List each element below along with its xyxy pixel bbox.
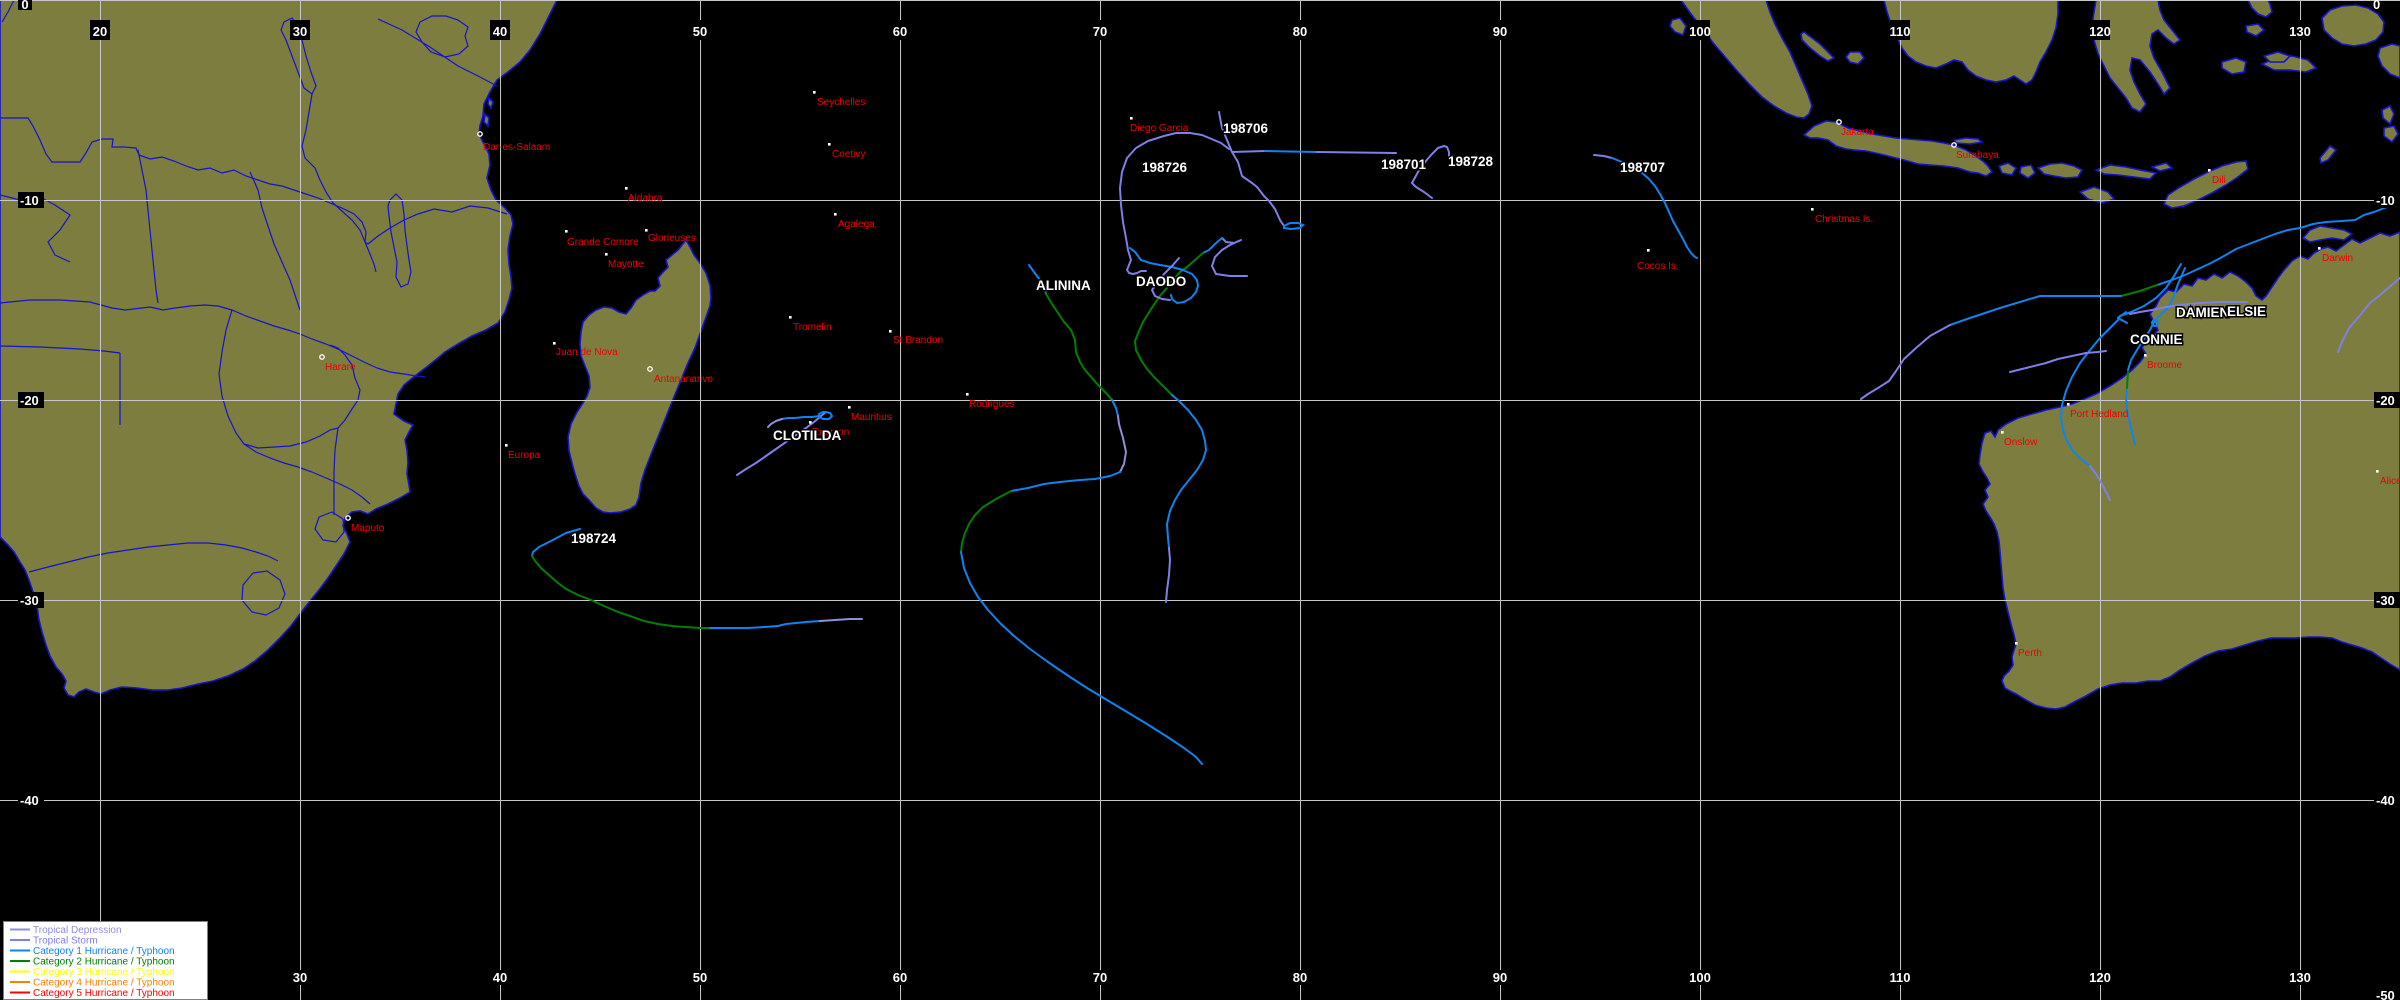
svg-text:Jakarta: Jakarta	[1841, 127, 1874, 138]
svg-text:198706: 198706	[1223, 121, 1269, 136]
svg-text:-50: -50	[2376, 988, 2395, 1000]
svg-text:198707: 198707	[1620, 160, 1665, 175]
svg-text:Rodrigues: Rodrigues	[969, 399, 1015, 410]
svg-text:Reunion: Reunion	[812, 427, 849, 438]
svg-text:20: 20	[93, 24, 107, 39]
svg-text:DAMIEN: DAMIEN	[2176, 305, 2229, 320]
svg-text:Antananarivo: Antananarivo	[654, 374, 713, 385]
svg-text:90: 90	[1493, 970, 1507, 985]
svg-text:Glorieuses: Glorieuses	[648, 233, 696, 244]
svg-text:Coetivy: Coetivy	[832, 149, 865, 160]
svg-text:198728: 198728	[1448, 154, 1494, 169]
svg-text:Category 4 Hurricane / Typhoon: Category 4 Hurricane / Typhoon	[33, 978, 175, 989]
svg-text:-20: -20	[2376, 393, 2395, 408]
svg-text:40: 40	[493, 970, 507, 985]
svg-text:60: 60	[893, 24, 907, 39]
svg-text:50: 50	[693, 970, 707, 985]
svg-text:90: 90	[1493, 24, 1507, 39]
svg-text:80: 80	[1293, 24, 1307, 39]
svg-text:St Brandon: St Brandon	[893, 335, 943, 346]
svg-text:DAODO: DAODO	[1136, 274, 1186, 289]
svg-text:120: 120	[2089, 24, 2111, 39]
svg-text:Diego Garcia: Diego Garcia	[1130, 123, 1189, 134]
svg-text:CONNIE: CONNIE	[2130, 332, 2183, 347]
svg-text:Agalega: Agalega	[838, 219, 875, 230]
svg-text:Cocos Is.: Cocos Is.	[1637, 261, 1679, 272]
svg-text:-30: -30	[20, 593, 39, 608]
svg-text:Harare: Harare	[325, 362, 356, 373]
svg-text:130: 130	[2289, 970, 2311, 985]
svg-text:Surabaya: Surabaya	[1956, 150, 1999, 161]
svg-text:Perth: Perth	[2018, 648, 2042, 659]
svg-text:Tropical Storm: Tropical Storm	[33, 936, 98, 947]
svg-text:Category 3 Hurricane / Typhoon: Category 3 Hurricane / Typhoon	[33, 967, 175, 978]
svg-text:Aldabra: Aldabra	[628, 193, 663, 204]
svg-text:ALININA: ALININA	[1036, 278, 1091, 293]
svg-text:CLOTILDA: CLOTILDA	[773, 428, 841, 443]
svg-text:Tromelin: Tromelin	[793, 322, 832, 333]
svg-text:-30: -30	[2376, 593, 2395, 608]
svg-text:-40: -40	[20, 793, 39, 808]
svg-text:30: 30	[293, 24, 307, 39]
svg-text:30: 30	[293, 970, 307, 985]
svg-text:Category 1 Hurricane / Typhoon: Category 1 Hurricane / Typhoon	[33, 946, 175, 957]
svg-text:100: 100	[1689, 24, 1711, 39]
svg-text:60: 60	[893, 970, 907, 985]
svg-text:198724: 198724	[571, 531, 617, 546]
svg-text:Dar-es-Salaam: Dar-es-Salaam	[483, 142, 550, 153]
svg-text:50: 50	[693, 24, 707, 39]
svg-text:100: 100	[1689, 970, 1711, 985]
svg-text:Onslow: Onslow	[2004, 437, 2038, 448]
svg-text:Mauritius: Mauritius	[851, 412, 892, 423]
svg-text:Category 2 Hurricane / Typhoon: Category 2 Hurricane / Typhoon	[33, 957, 175, 968]
svg-text:70: 70	[1093, 970, 1107, 985]
svg-text:-10: -10	[2376, 193, 2395, 208]
svg-text:ELSIE: ELSIE	[2227, 304, 2266, 319]
svg-text:70: 70	[1093, 24, 1107, 39]
svg-text:Europa: Europa	[508, 450, 541, 461]
svg-text:Port Hedland: Port Hedland	[2070, 409, 2128, 420]
svg-text:Seychelles: Seychelles	[817, 97, 865, 108]
svg-text:120: 120	[2089, 970, 2111, 985]
svg-text:Grande Comore: Grande Comore	[567, 237, 639, 248]
svg-text:0: 0	[2373, 0, 2380, 12]
svg-text:-40: -40	[2376, 793, 2395, 808]
svg-text:Mayotte: Mayotte	[608, 259, 644, 270]
svg-text:Category 5 Hurricane / Typhoon: Category 5 Hurricane / Typhoon	[33, 988, 175, 999]
svg-text:Christmas Is.: Christmas Is.	[1815, 214, 1873, 225]
svg-text:Alice Springs: Alice Springs	[2380, 476, 2400, 487]
svg-text:-10: -10	[20, 193, 39, 208]
svg-text:Tropical Depression: Tropical Depression	[33, 925, 122, 936]
svg-text:Juan de Nova: Juan de Nova	[556, 347, 618, 358]
svg-text:Maputo: Maputo	[351, 523, 385, 534]
svg-text:Broome: Broome	[2147, 360, 2182, 371]
svg-text:Darwin: Darwin	[2322, 253, 2353, 264]
svg-text:130: 130	[2289, 24, 2311, 39]
svg-text:-20: -20	[20, 393, 39, 408]
svg-text:Dili: Dili	[2212, 175, 2226, 186]
svg-text:80: 80	[1293, 970, 1307, 985]
svg-text:0: 0	[21, 0, 28, 12]
svg-text:198726: 198726	[1142, 160, 1188, 175]
svg-text:198701: 198701	[1381, 157, 1427, 172]
svg-text:110: 110	[1890, 24, 1911, 39]
svg-text:110: 110	[1890, 970, 1911, 985]
svg-text:40: 40	[493, 24, 507, 39]
